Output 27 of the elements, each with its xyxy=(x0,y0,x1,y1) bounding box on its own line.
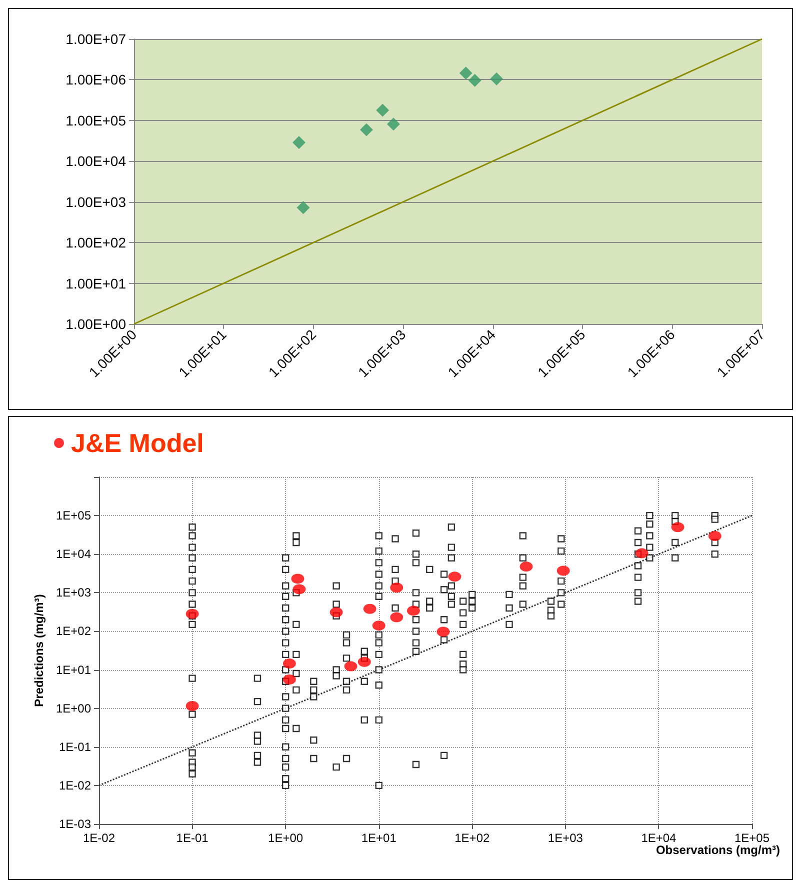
y-tick-label: 1E+00 xyxy=(56,701,92,716)
y-tick-label: 1E-01 xyxy=(58,740,92,754)
y-tick-label: 1.00E+04 xyxy=(66,153,126,170)
x-tick-label: 1E+02 xyxy=(454,831,490,845)
x-tick-label: 1E+05 xyxy=(734,831,770,845)
y-tick-label: 1.00E+01 xyxy=(66,275,126,292)
x-tick-label: 1E+03 xyxy=(548,831,584,845)
y-tick-label: 1.00E+07 xyxy=(66,31,126,47)
y-tick-label: 1.00E+06 xyxy=(66,72,126,88)
y-tick-label: 1E+02 xyxy=(56,624,92,638)
y-tick-label: 1.00E+00 xyxy=(66,316,126,332)
y-tick-label: 1.00E+05 xyxy=(66,112,126,128)
y-tick-label: 1E-03 xyxy=(58,817,92,831)
y-tick-label: 1E+03 xyxy=(56,586,92,600)
x-axis-title: Observations (mg/m³) xyxy=(656,843,780,857)
y-tick-label: 1E+05 xyxy=(56,508,92,523)
x-tick-label: 1E-01 xyxy=(176,831,209,845)
legend-label: J&E Model xyxy=(71,428,204,458)
y-tick-label: 1E+01 xyxy=(56,662,92,677)
y-tick-label: 1.00E+03 xyxy=(66,194,126,210)
y-tick-label: 1E+04 xyxy=(56,547,92,562)
x-tick-label: 1E+01 xyxy=(361,831,397,845)
x-tick-label: 1E+00 xyxy=(268,831,304,845)
y-tick-label: 1E-02 xyxy=(58,778,92,792)
x-tick-label: 1E+04 xyxy=(641,831,677,845)
y-axis-title: Predictions (mg/m³) xyxy=(32,594,46,707)
y-tick-label: 1.00E+02 xyxy=(66,234,126,251)
